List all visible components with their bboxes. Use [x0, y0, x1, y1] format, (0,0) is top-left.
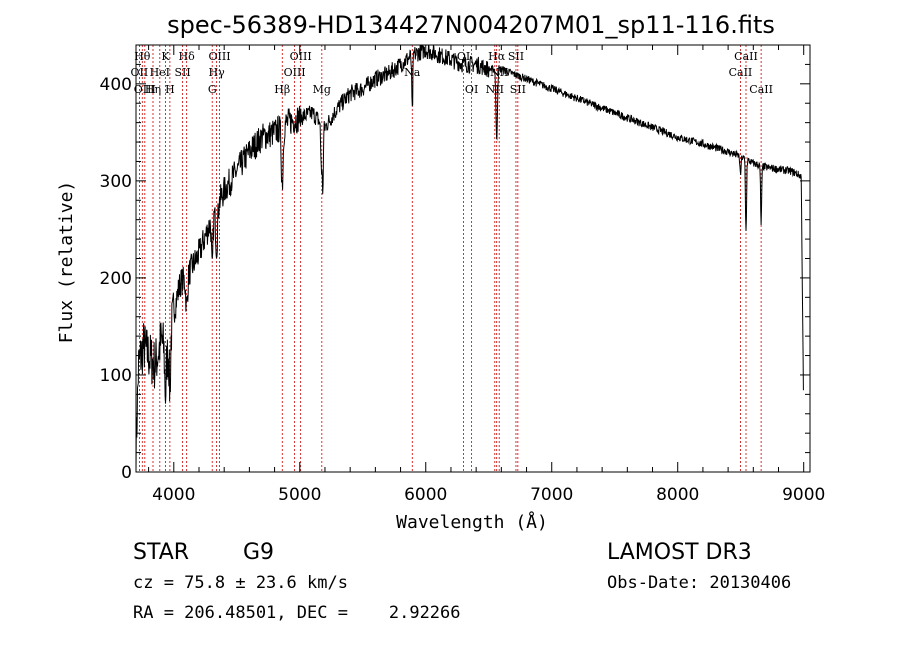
spectral-line-label: CaII [734, 50, 758, 63]
observation-date: Obs-Date: 20130406 [607, 573, 792, 593]
spectral-line-markers [139, 45, 762, 472]
x-tick-label: 4000 [152, 485, 195, 505]
spectral-line-label: SII [174, 66, 190, 79]
x-tick-label: 7000 [530, 485, 573, 505]
spectral-line-label: H [165, 83, 175, 96]
y-tick-label: 400 [100, 75, 132, 95]
coordinates: RA = 206.48501, DEC = 2.92266 [133, 603, 461, 623]
spectral-line-label: Hη [145, 83, 161, 96]
object-subclass: G9 [243, 540, 275, 565]
spectral-line-label: Hβ [274, 83, 290, 96]
spectral-line-label: HeI [150, 66, 170, 79]
spectral-line-label: OIII [134, 83, 156, 96]
spectral-line-label: OIII [284, 66, 306, 79]
spectral-line-label: OII [131, 66, 149, 79]
spectral-line-label: OI [457, 50, 470, 63]
spectral-line-label: Hα [488, 50, 506, 63]
y-tick-label: 200 [100, 269, 132, 289]
y-axis-label: Flux (relative) [56, 181, 77, 344]
spectral-line-label: OIII [290, 50, 312, 63]
spectral-line-label: Hδ [179, 50, 196, 63]
spectrum-chart: spec-56389-HD134427N004207M01_sp11-116.f… [56, 11, 825, 533]
x-axis-label: Wavelength (Å) [396, 511, 548, 533]
object-class: STAR [133, 540, 190, 565]
y-tick-label: 100 [100, 366, 132, 386]
spectral-line-label: NII [486, 83, 504, 96]
spectral-line-label: Mg [313, 83, 331, 96]
plot-frame [135, 44, 811, 473]
redshift-cz: cz = 75.8 ± 23.6 km/s [133, 573, 348, 593]
x-tick-label: 5000 [278, 485, 321, 505]
spectral-line-label: OIII [208, 50, 230, 63]
spectral-line-label: SII [508, 50, 524, 63]
chart-title: spec-56389-HD134427N004207M01_sp11-116.f… [167, 11, 775, 39]
spectral-line-label: K [161, 50, 170, 63]
spectral-line-label: CaII [729, 66, 753, 79]
spectral-line-label: Hγ [209, 66, 226, 79]
spectrum-series-line [135, 44, 804, 473]
y-tick-label: 300 [100, 172, 132, 192]
survey-name: LAMOST DR3 [607, 540, 752, 565]
spectral-line-label: G [208, 83, 217, 96]
spectral-line-label: Hθ [134, 50, 151, 63]
x-tick-label: 9000 [782, 485, 825, 505]
spectral-line-label: SII [510, 83, 526, 96]
spectral-line-label: CaII [749, 83, 773, 96]
y-tick-label: 0 [121, 463, 132, 483]
x-tick-label: 8000 [656, 485, 699, 505]
x-tick-label: 6000 [404, 485, 447, 505]
axis-ticks: 4000 5000 6000 7000 8000 9000 0 100 200 300 400 [100, 45, 825, 505]
spectral-line-label: OI [465, 83, 478, 96]
